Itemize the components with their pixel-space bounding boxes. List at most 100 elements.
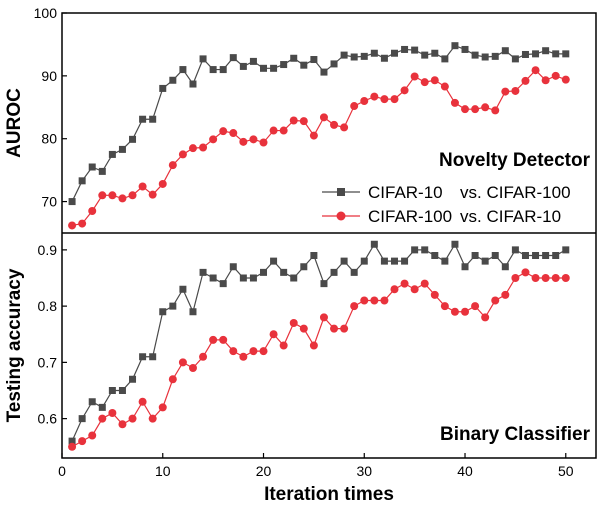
data-point-circle [78,437,87,446]
data-point-circle [561,75,570,84]
data-point-circle [78,219,87,228]
data-point-circle [481,313,490,322]
data-point-circle [450,98,459,107]
data-point-square [270,257,278,265]
data-point-circle [360,296,369,305]
data-point-square [562,246,570,254]
data-point-circle [420,78,429,87]
data-point-square [370,49,378,57]
data-point-square [401,45,409,53]
data-point-square [139,353,147,361]
legend-label-right: vs. CIFAR-100 [460,183,571,202]
x-axis: 0 10 20 30 40 50 [58,453,574,479]
data-point-circle [309,131,318,140]
data-point-circle [138,182,147,191]
y-axis-title: AUROC [4,88,25,158]
data-point-square [78,415,86,423]
data-point-square [169,302,177,310]
data-point-square [340,51,348,59]
data-point-square [542,47,550,55]
y-tick-label: 80 [41,131,57,147]
data-point-square [370,240,378,248]
x-tick-label: 30 [356,463,372,479]
data-point-circle [88,431,97,440]
data-point-circle [440,302,449,311]
data-point-circle [531,274,540,282]
x-axis-title: Iteration times [264,484,394,505]
data-point-square [229,263,237,271]
data-point-square [139,115,147,123]
legend-label-left: CIFAR-100 [368,207,452,226]
data-point-square [129,135,137,143]
data-point-circle [380,296,389,305]
data-point-square [471,51,479,59]
data-point-square [471,252,479,259]
data-point-circle [319,113,328,122]
data-point-square [451,240,459,248]
data-point-circle [430,76,439,85]
data-point-square [431,252,439,259]
data-point-square [159,308,167,316]
data-point-circle [471,302,480,311]
data-point-circle [188,364,197,372]
data-point-square [249,57,257,65]
data-point-circle [430,290,439,299]
data-point-circle [269,330,278,339]
data-point-square [461,263,469,271]
y-tick-label: 0.8 [38,298,58,314]
data-point-circle [410,72,419,81]
data-point-square [98,403,106,411]
data-point-circle [440,82,449,91]
data-point-square [290,54,298,62]
data-point-circle [390,95,399,104]
data-point-square [411,46,419,54]
data-point-circle [219,335,228,344]
data-point-square [390,257,398,265]
data-point-square [310,252,318,259]
data-point-square [280,61,288,69]
data-point-circle [178,150,187,159]
data-point-square [129,375,137,383]
data-point-square [532,50,540,58]
data-point-square [360,257,368,265]
data-point-square [270,64,278,72]
data-point-square [159,84,167,92]
data-point-square [239,62,247,70]
data-point-circle [98,414,107,423]
data-point-square [552,50,560,58]
data-point-square [330,268,338,276]
data-point-circle [138,397,147,406]
data-point-square [401,257,409,265]
data-point-circle [360,97,369,105]
data-point-square [249,274,257,282]
data-point-square [542,252,550,259]
data-point-circle [299,117,308,126]
legend-label-right: vs. CIFAR-10 [460,207,561,226]
data-point-square [78,177,86,185]
data-point-circle [128,414,137,423]
data-point-square [108,387,116,394]
data-point-square [380,54,388,62]
data-point-square [350,53,358,61]
series-line [71,271,566,448]
data-point-square [179,66,187,74]
data-point-square [68,198,76,206]
legend-square-icon [337,188,345,196]
data-point-circle [370,92,379,101]
data-point-circle [380,95,389,104]
data-point-circle [350,102,359,111]
x-tick-label: 0 [58,463,66,479]
data-point-circle [279,341,288,350]
data-point-square [179,285,187,293]
data-point-circle [249,135,258,144]
data-point-circle [168,161,177,170]
series-2 [68,66,570,230]
data-point-circle [148,414,157,423]
data-point-square [421,51,429,59]
data-point-circle [148,190,157,199]
data-point-circle [289,319,298,327]
data-point-circle [219,127,228,136]
data-point-circle [118,194,127,203]
data-point-circle [501,87,510,96]
data-point-square [189,308,197,316]
